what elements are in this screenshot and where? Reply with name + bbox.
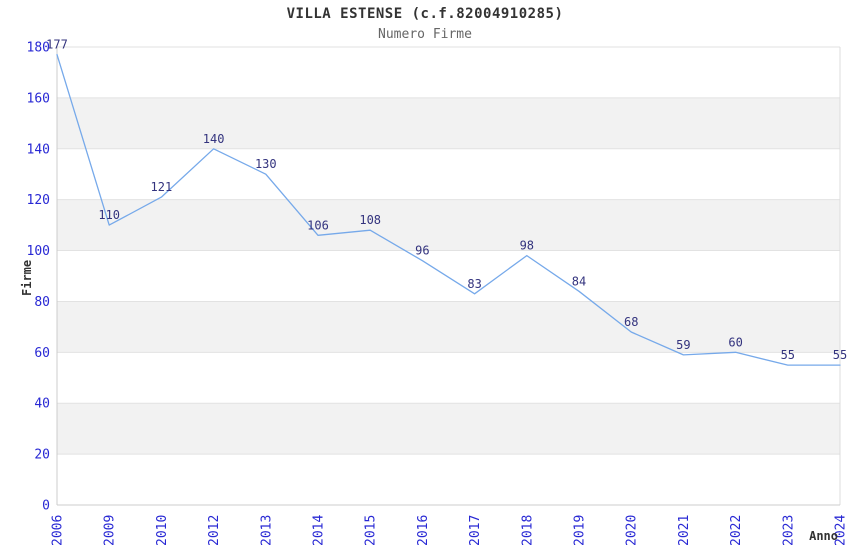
data-label: 108 <box>359 213 381 227</box>
data-label: 110 <box>98 208 120 222</box>
data-label: 140 <box>203 132 225 146</box>
x-tick-label: 2023 <box>781 515 796 546</box>
x-axis-title: Anno <box>809 529 838 543</box>
y-tick-label: 120 <box>27 193 50 208</box>
y-axis-band <box>57 301 840 353</box>
x-tick-label: 2006 <box>51 515 66 546</box>
y-axis-band <box>57 403 840 455</box>
y-tick-label: 160 <box>27 91 50 106</box>
x-tick-label: 2020 <box>625 515 640 546</box>
x-tick-label: 2016 <box>416 515 431 546</box>
data-label: 98 <box>520 239 534 253</box>
data-label: 83 <box>467 277 481 291</box>
y-axis-title: Firme <box>20 260 34 296</box>
data-label: 96 <box>415 244 429 258</box>
data-label: 55 <box>781 348 795 362</box>
y-tick-label: 180 <box>27 41 50 56</box>
chart-title: VILLA ESTENSE (c.f.82004910285) <box>286 6 564 22</box>
x-tick-label: 2022 <box>729 515 744 546</box>
series-line[interactable] <box>56 53 841 366</box>
y-axis-band <box>57 97 840 149</box>
data-label: 84 <box>572 274 586 288</box>
y-tick-label: 20 <box>34 448 50 463</box>
x-tick-label: 2015 <box>364 515 379 546</box>
x-tick-label: 2010 <box>155 515 170 546</box>
x-tick-label: 2017 <box>468 515 483 546</box>
x-tick-label: 2021 <box>677 515 692 546</box>
data-label: 68 <box>624 315 638 329</box>
y-axis-band <box>57 199 840 251</box>
y-tick-label: 60 <box>34 346 50 361</box>
chart-subtitle: Numero Firme <box>378 27 472 42</box>
x-tick-label: 2012 <box>207 515 222 546</box>
data-label: 177 <box>46 38 68 52</box>
x-tick-label: 2014 <box>312 515 327 546</box>
x-tick-label: 2018 <box>520 515 535 546</box>
x-tick-label: 2019 <box>573 515 588 546</box>
y-tick-label: 40 <box>34 397 50 412</box>
data-label: 60 <box>728 335 742 349</box>
x-tick-label: 2024 <box>834 515 849 546</box>
x-tick-label: 2009 <box>103 515 118 546</box>
data-label: 55 <box>833 348 847 362</box>
data-label: 59 <box>676 338 690 352</box>
x-tick-label: 2013 <box>259 515 274 546</box>
y-tick-label: 0 <box>42 499 50 514</box>
y-tick-label: 100 <box>27 244 50 259</box>
data-label: 130 <box>255 157 277 171</box>
y-tick-label: 140 <box>27 142 50 157</box>
y-tick-label: 80 <box>34 295 50 310</box>
data-label: 121 <box>151 180 173 194</box>
data-label: 106 <box>307 218 329 232</box>
